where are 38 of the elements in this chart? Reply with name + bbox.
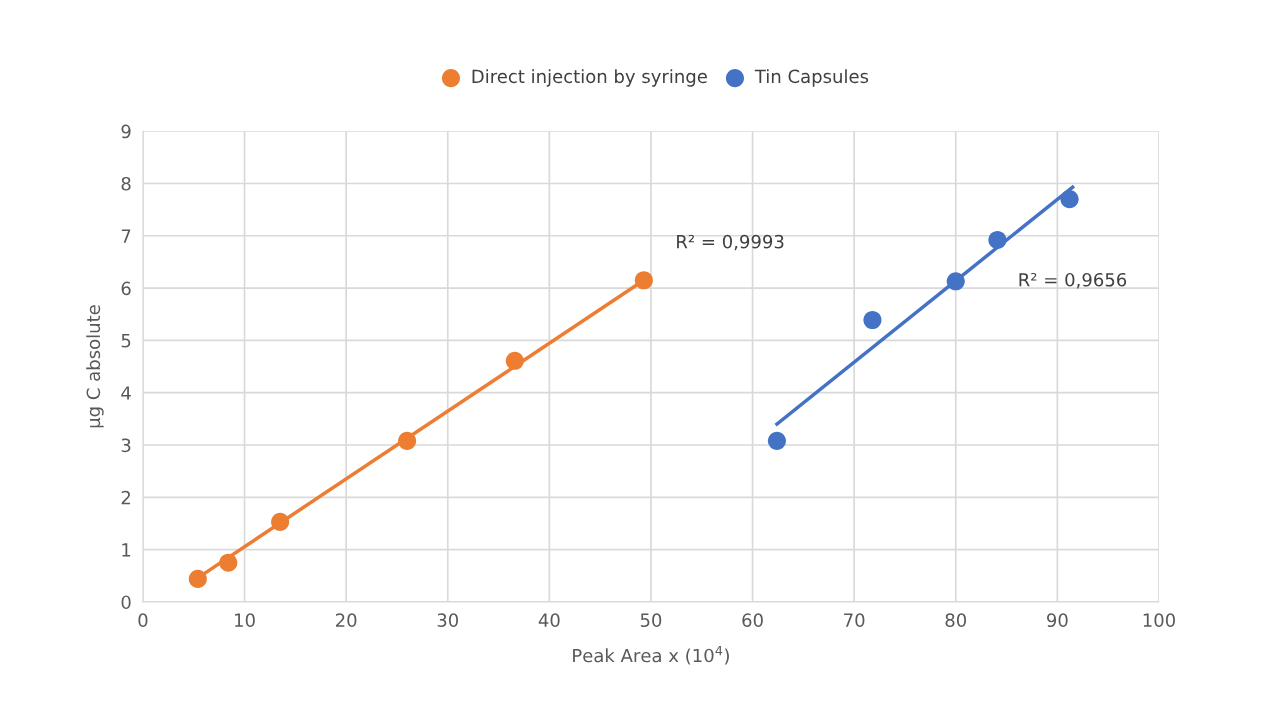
x-tick-label: 10 <box>235 613 255 628</box>
point <box>988 230 1007 250</box>
annotation: R² = 0,9993 <box>677 234 784 251</box>
x-tick-label: 30 <box>437 613 459 628</box>
x-tick-label: 20 <box>335 613 357 628</box>
point <box>1060 190 1079 209</box>
x-axis-title: Peak Area x (10$^{4}$) <box>573 645 729 665</box>
point <box>188 569 207 588</box>
x-tick-label: 0 <box>138 613 148 628</box>
y-axis-title: µg C absolute <box>86 305 104 428</box>
point <box>398 431 417 450</box>
point <box>219 553 238 572</box>
y-tick-label: 7 <box>121 229 131 243</box>
point <box>271 512 290 531</box>
point <box>863 310 882 330</box>
x-tick-label: 80 <box>945 613 967 628</box>
x-tick-label: 40 <box>538 613 560 628</box>
y-tick-label: 6 <box>121 281 131 296</box>
y-tick-label: 8 <box>121 176 131 191</box>
point <box>767 431 786 450</box>
y-tick-label: 4 <box>121 386 131 400</box>
x-tick-label: 90 <box>1047 613 1068 628</box>
legend-label: Tin Capsules <box>754 69 869 87</box>
y-tick-label: 5 <box>121 334 131 348</box>
point <box>946 272 965 291</box>
x-tick-label: 50 <box>640 613 662 628</box>
legend-label: Direct injection by syringe <box>472 69 707 87</box>
x-tick-label: 100 <box>1143 613 1175 628</box>
point <box>505 351 524 370</box>
y-tick-label: 9 <box>121 124 131 139</box>
y-tick-label: 1 <box>122 543 131 557</box>
y-tick-label: 3 <box>121 438 131 453</box>
annotation: R² = 0,9656 <box>1019 272 1127 289</box>
x-tick-label: 70 <box>844 613 865 628</box>
x-tick-label: 60 <box>742 613 763 628</box>
y-tick-label: 0 <box>121 595 131 610</box>
point <box>634 271 653 290</box>
y-tick-label: 2 <box>121 490 131 505</box>
